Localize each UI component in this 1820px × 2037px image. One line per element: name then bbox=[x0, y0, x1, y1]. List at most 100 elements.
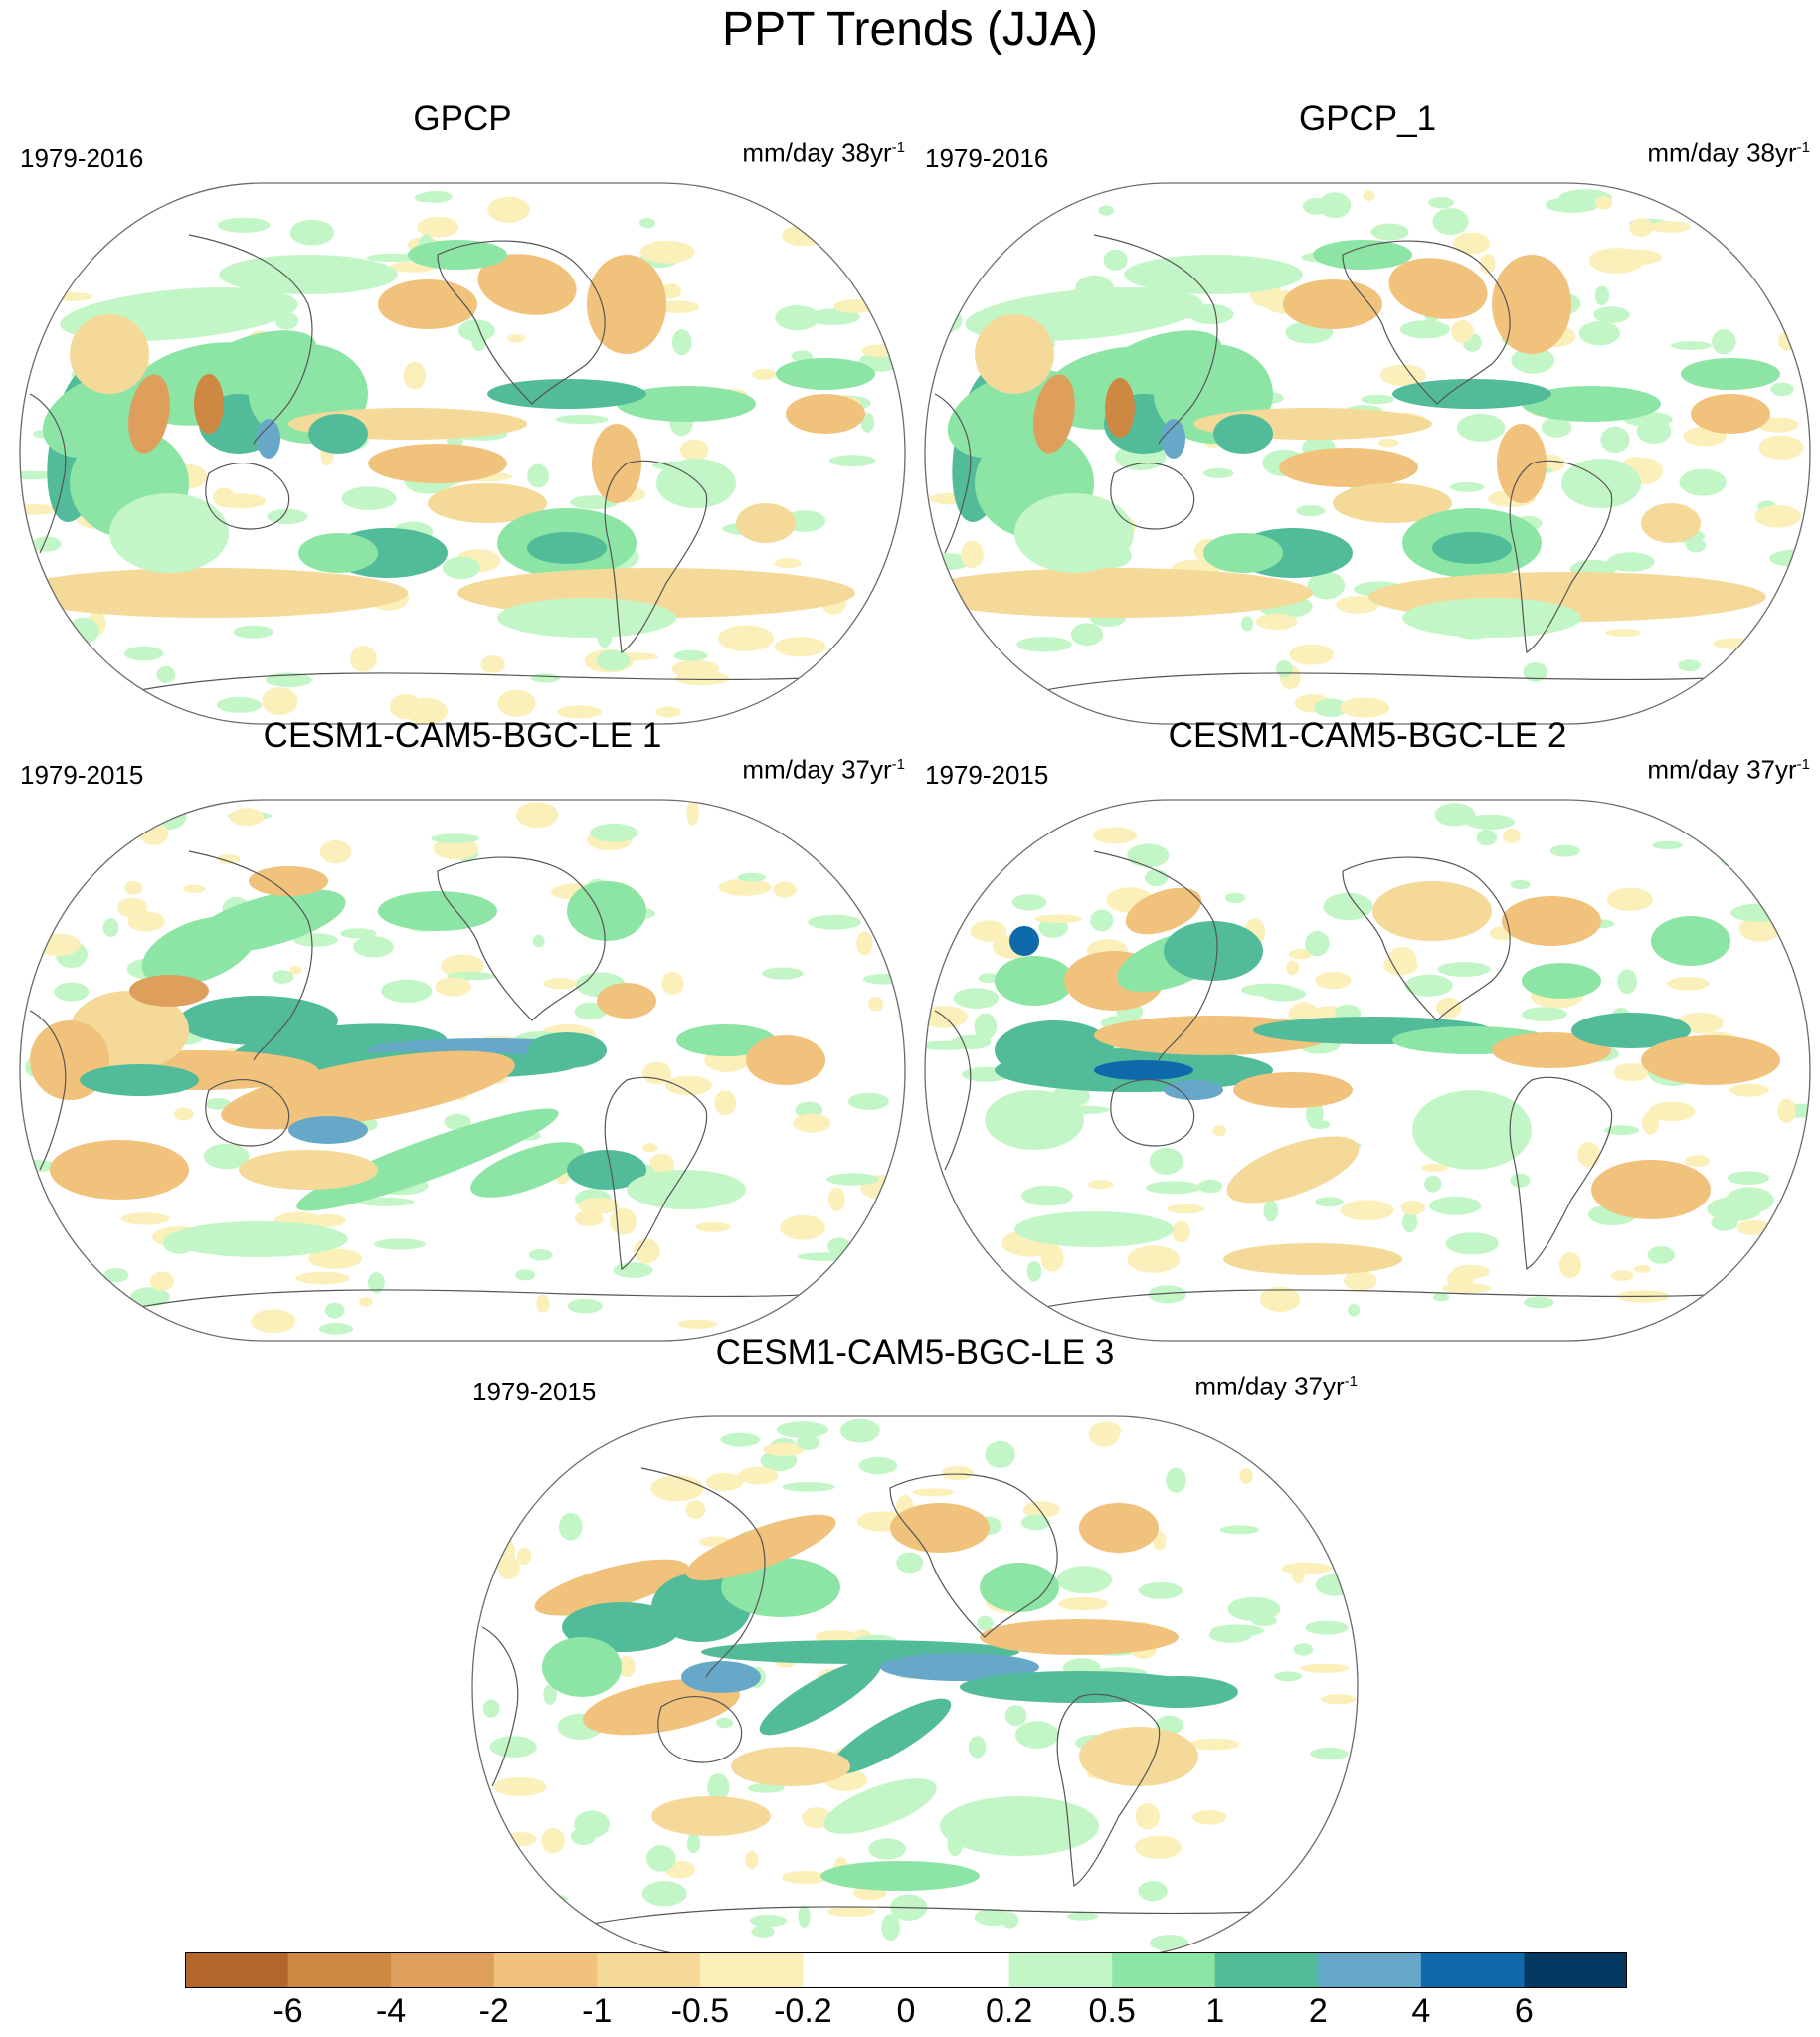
trend-patch bbox=[1629, 218, 1654, 237]
trend-patch bbox=[1479, 254, 1496, 275]
coastline bbox=[604, 1076, 708, 1271]
trend-patch bbox=[289, 219, 334, 246]
trend-patch bbox=[493, 1777, 547, 1796]
trend-patch bbox=[553, 1442, 584, 1453]
trend-patch bbox=[1751, 1294, 1802, 1312]
trend-patch bbox=[23, 227, 77, 243]
trend-patch bbox=[1094, 1421, 1122, 1441]
trend-patch bbox=[431, 833, 479, 844]
trend-patch bbox=[1577, 1142, 1601, 1168]
trend-patch bbox=[1641, 503, 1701, 543]
trend-patch bbox=[1098, 205, 1114, 216]
trend-patch bbox=[229, 808, 265, 827]
coastline bbox=[889, 1473, 1058, 1638]
trend-patch bbox=[353, 936, 394, 958]
trend-patch bbox=[1305, 931, 1330, 957]
trend-patch bbox=[1679, 468, 1727, 496]
trend-patch bbox=[1594, 285, 1609, 306]
trend-patch bbox=[1166, 1467, 1186, 1493]
trend-patch bbox=[828, 455, 876, 467]
trend-patch bbox=[946, 634, 965, 658]
colorbar-tick-label: -4 bbox=[375, 1992, 407, 2030]
trend-patch bbox=[792, 680, 844, 691]
trend-patch bbox=[995, 956, 1074, 1006]
trend-patch bbox=[217, 854, 241, 864]
trend-patch bbox=[1511, 346, 1555, 374]
colorbar-tick-label: 0.2 bbox=[985, 1992, 1033, 2030]
trend-patch bbox=[288, 1116, 368, 1144]
trend-patch bbox=[1001, 1912, 1019, 1929]
map-panel-le-3: CESM1-CAM5-BGC-LE 3 1979-2015 mm/day 37y… bbox=[462, 1333, 1367, 1958]
panel-title: GPCP_1 bbox=[1298, 99, 1437, 138]
coastline bbox=[205, 463, 290, 530]
trend-patch bbox=[1492, 1032, 1611, 1068]
trend-patch bbox=[1492, 255, 1571, 354]
colorbar-swatch bbox=[287, 1952, 392, 1988]
trend-patch bbox=[20, 568, 408, 618]
trend-patch bbox=[890, 1503, 990, 1553]
trend-patch bbox=[1315, 1574, 1355, 1596]
trend-patch bbox=[736, 503, 796, 543]
trend-patch bbox=[309, 1213, 346, 1227]
trend-patch bbox=[1736, 1219, 1771, 1236]
trend-patch bbox=[54, 982, 90, 1002]
trend-patch bbox=[1738, 916, 1782, 942]
trend-patch bbox=[1522, 386, 1661, 422]
coastline bbox=[1093, 234, 1218, 445]
trend-patch bbox=[1188, 1738, 1240, 1751]
trend-patch bbox=[763, 1442, 806, 1456]
trend-patch bbox=[1648, 1101, 1696, 1122]
map-panel-gpcp-1: GPCP_1 1979-2016 mm/day 38yr-1 bbox=[915, 99, 1820, 725]
coastline bbox=[188, 850, 313, 1061]
panel-units-label: mm/day 38yr-1 bbox=[1647, 137, 1810, 168]
trend-patch bbox=[798, 1905, 811, 1928]
trend-patch bbox=[687, 1833, 701, 1854]
colorbar-swatch bbox=[1318, 1952, 1422, 1988]
trend-patch bbox=[1014, 1211, 1174, 1247]
trend-patch bbox=[217, 217, 271, 233]
trend-patch bbox=[1387, 946, 1417, 974]
trend-patch bbox=[1588, 248, 1645, 274]
trend-patch bbox=[567, 1298, 603, 1314]
trend-patch bbox=[832, 299, 878, 313]
trend-patch bbox=[1144, 869, 1169, 887]
trend-patch bbox=[822, 695, 864, 714]
trend-patch bbox=[1009, 926, 1039, 956]
trend-patch bbox=[435, 977, 471, 997]
trend-patch bbox=[592, 424, 641, 503]
trend-patch bbox=[1310, 1747, 1349, 1760]
trend-patch bbox=[1652, 840, 1683, 849]
trend-patch bbox=[358, 1197, 415, 1206]
trend-patch bbox=[1279, 448, 1418, 487]
trend-patch bbox=[1502, 896, 1601, 946]
trend-patch bbox=[1524, 1296, 1554, 1309]
trend-patch bbox=[746, 1035, 825, 1085]
trend-patch bbox=[980, 1619, 1179, 1655]
trend-patch bbox=[1056, 1566, 1113, 1594]
trend-patch bbox=[791, 350, 814, 362]
trend-patch bbox=[515, 802, 559, 829]
trend-patch bbox=[1445, 1232, 1499, 1255]
trend-patch bbox=[1497, 424, 1547, 503]
colorbar bbox=[185, 1952, 1627, 1988]
trend-patch bbox=[1321, 1694, 1357, 1705]
trend-patch bbox=[1281, 1562, 1332, 1574]
trend-patch bbox=[823, 1778, 937, 1834]
trend-patch bbox=[1757, 417, 1799, 433]
trend-patch bbox=[1300, 1663, 1350, 1673]
trend-patch bbox=[1323, 892, 1373, 921]
trend-patch bbox=[205, 1097, 232, 1110]
coastline bbox=[934, 393, 972, 554]
coastline bbox=[1342, 856, 1511, 1021]
trend-patch bbox=[472, 1480, 501, 1499]
trend-patch bbox=[838, 238, 853, 254]
coastline bbox=[934, 1010, 972, 1171]
trend-patch bbox=[558, 1513, 583, 1541]
trend-patch bbox=[1274, 1671, 1303, 1682]
trend-patch bbox=[1293, 1643, 1314, 1656]
trend-patch bbox=[940, 1796, 1099, 1856]
trend-patch bbox=[1678, 659, 1702, 672]
trend-patch bbox=[1307, 571, 1346, 600]
trend-patch bbox=[1647, 1246, 1675, 1264]
trend-patch bbox=[774, 558, 802, 569]
